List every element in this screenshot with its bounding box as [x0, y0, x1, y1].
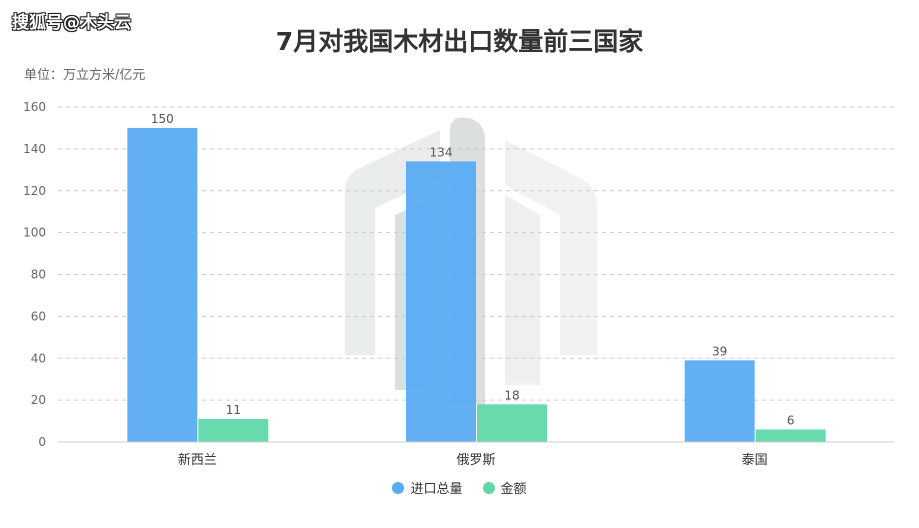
bar-import-volume[interactable]	[684, 360, 755, 442]
chart-title: 7月对我国木材出口数量前三国家	[275, 27, 644, 56]
y-tick-label: 160	[23, 100, 46, 114]
legend-label: 金额	[500, 482, 527, 497]
bar-amount[interactable]	[477, 404, 547, 442]
y-tick-label: 80	[31, 268, 46, 282]
y-tick-label: 0	[38, 435, 46, 449]
bar-import-volume[interactable]	[127, 127, 198, 442]
data-label: 134	[430, 145, 453, 159]
x-tick-label: 俄罗斯	[456, 453, 495, 468]
data-label: 150	[151, 112, 174, 126]
legend-item[interactable]: 金额	[482, 478, 527, 497]
legend-item[interactable]: 进口总量	[392, 478, 463, 497]
y-tick-label: 60	[31, 309, 46, 323]
chart-legend: 进口总量 金额	[0, 478, 919, 497]
data-label: 6	[787, 413, 795, 427]
bar-amount[interactable]	[198, 418, 269, 442]
legend-label: 进口总量	[410, 482, 463, 497]
bar-import-volume[interactable]	[406, 161, 476, 442]
watermark-text: 搜狐号@木头云	[12, 13, 131, 33]
x-tick-label: 新西兰	[178, 452, 217, 468]
legend-marker-icon	[482, 481, 495, 494]
y-tick-label: 140	[23, 142, 46, 156]
data-label: 11	[226, 403, 241, 417]
y-tick-label: 40	[31, 351, 46, 365]
data-label: 39	[712, 344, 727, 358]
legend-marker-icon	[392, 481, 405, 494]
x-tick-label: 泰国	[742, 453, 768, 468]
bar-amount[interactable]	[755, 429, 826, 442]
unit-label: 单位：万立方米/亿元	[24, 68, 146, 83]
y-tick-label: 120	[23, 184, 46, 198]
data-label: 18	[504, 388, 519, 402]
y-tick-label: 20	[31, 393, 46, 407]
y-tick-label: 100	[23, 226, 46, 240]
